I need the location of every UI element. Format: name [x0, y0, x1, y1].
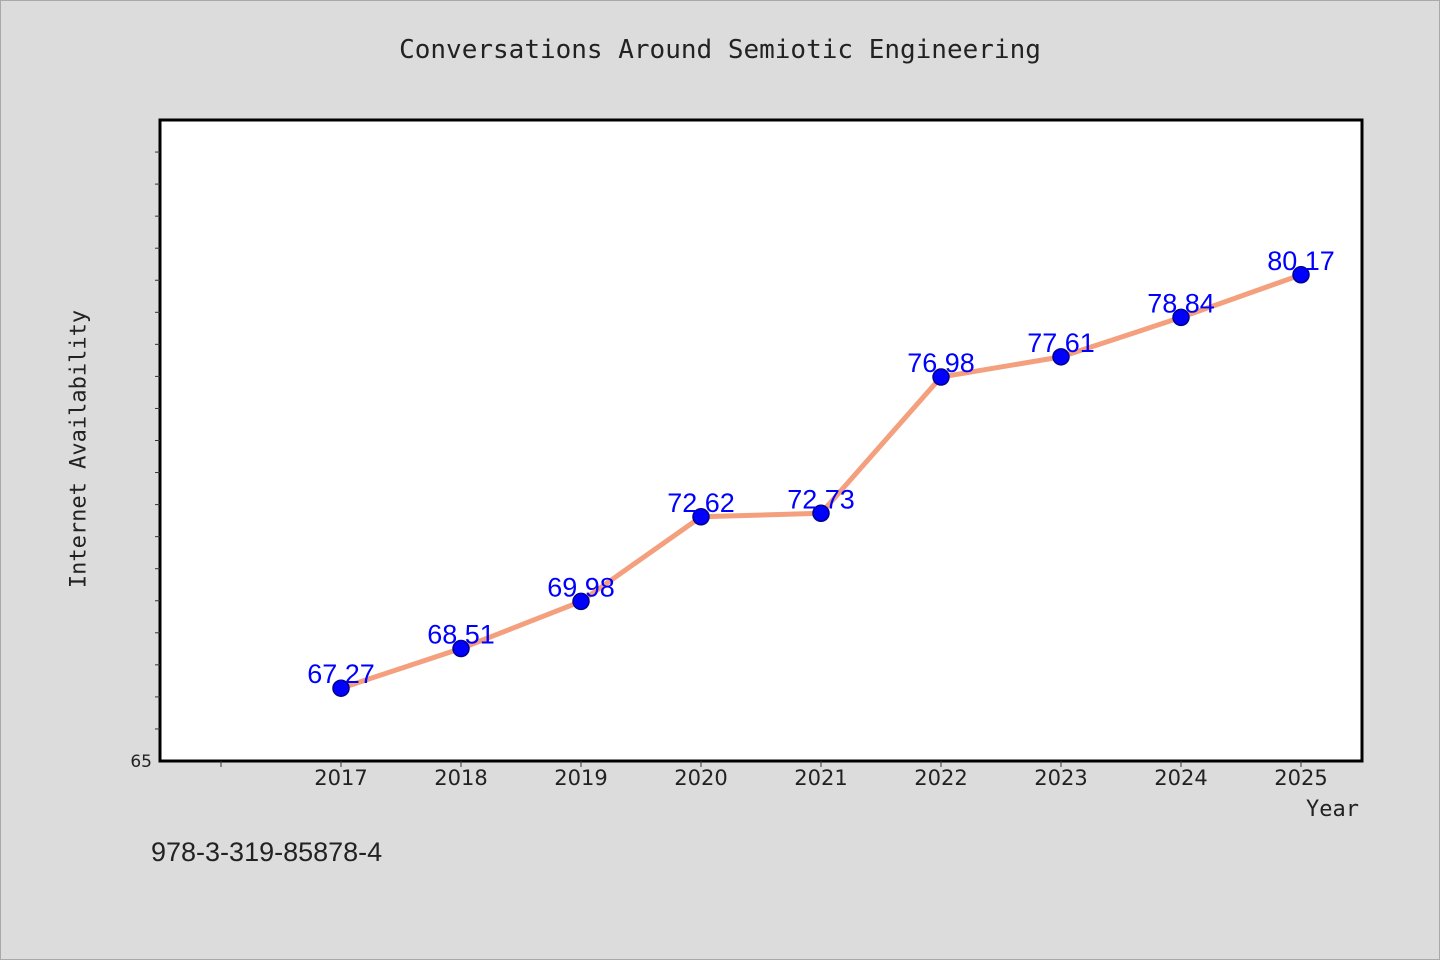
- y-tick-label: 65: [130, 752, 152, 772]
- x-tick-label: 2021: [794, 766, 847, 790]
- data-point: [812, 504, 830, 523]
- isbn-text: 978-3-319-85878-4: [151, 837, 383, 867]
- data-point: [1172, 308, 1190, 327]
- data-label: 76.98: [907, 348, 975, 378]
- data-label: 72.73: [787, 484, 855, 514]
- x-tick-label: 2022: [914, 766, 967, 790]
- plot-area: [158, 118, 1364, 763]
- x-tick-label: 2024: [1154, 766, 1207, 790]
- x-tick-label: 2020: [674, 766, 727, 790]
- x-tick-label: 2017: [314, 766, 367, 790]
- data-label: 78.84: [1147, 288, 1215, 318]
- y-axis-label: Internet Availability: [66, 309, 92, 589]
- x-tick-label: 2019: [554, 766, 607, 790]
- x-tick-label: 2025: [1274, 766, 1327, 790]
- x-axis-label: Year: [1306, 797, 1359, 822]
- data-point: [572, 592, 590, 611]
- data-label: 68.51: [427, 620, 495, 650]
- data-label: 80.17: [1267, 246, 1335, 276]
- data-point: [452, 639, 470, 658]
- data-point: [1292, 266, 1310, 284]
- data-point: [332, 679, 350, 697]
- data-label: 77.61: [1027, 328, 1095, 358]
- x-tick-label: 2018: [434, 766, 487, 790]
- data-point: [932, 368, 950, 386]
- chart-title: Conversations Around Semiotic Engineerin…: [399, 35, 1041, 65]
- data-label: 67.27: [307, 659, 375, 689]
- data-point: [1052, 348, 1070, 366]
- data-label: 72.62: [667, 488, 735, 518]
- data-label: 69.98: [547, 572, 615, 602]
- data-point: [692, 508, 710, 526]
- x-tick-label: 2023: [1034, 766, 1087, 790]
